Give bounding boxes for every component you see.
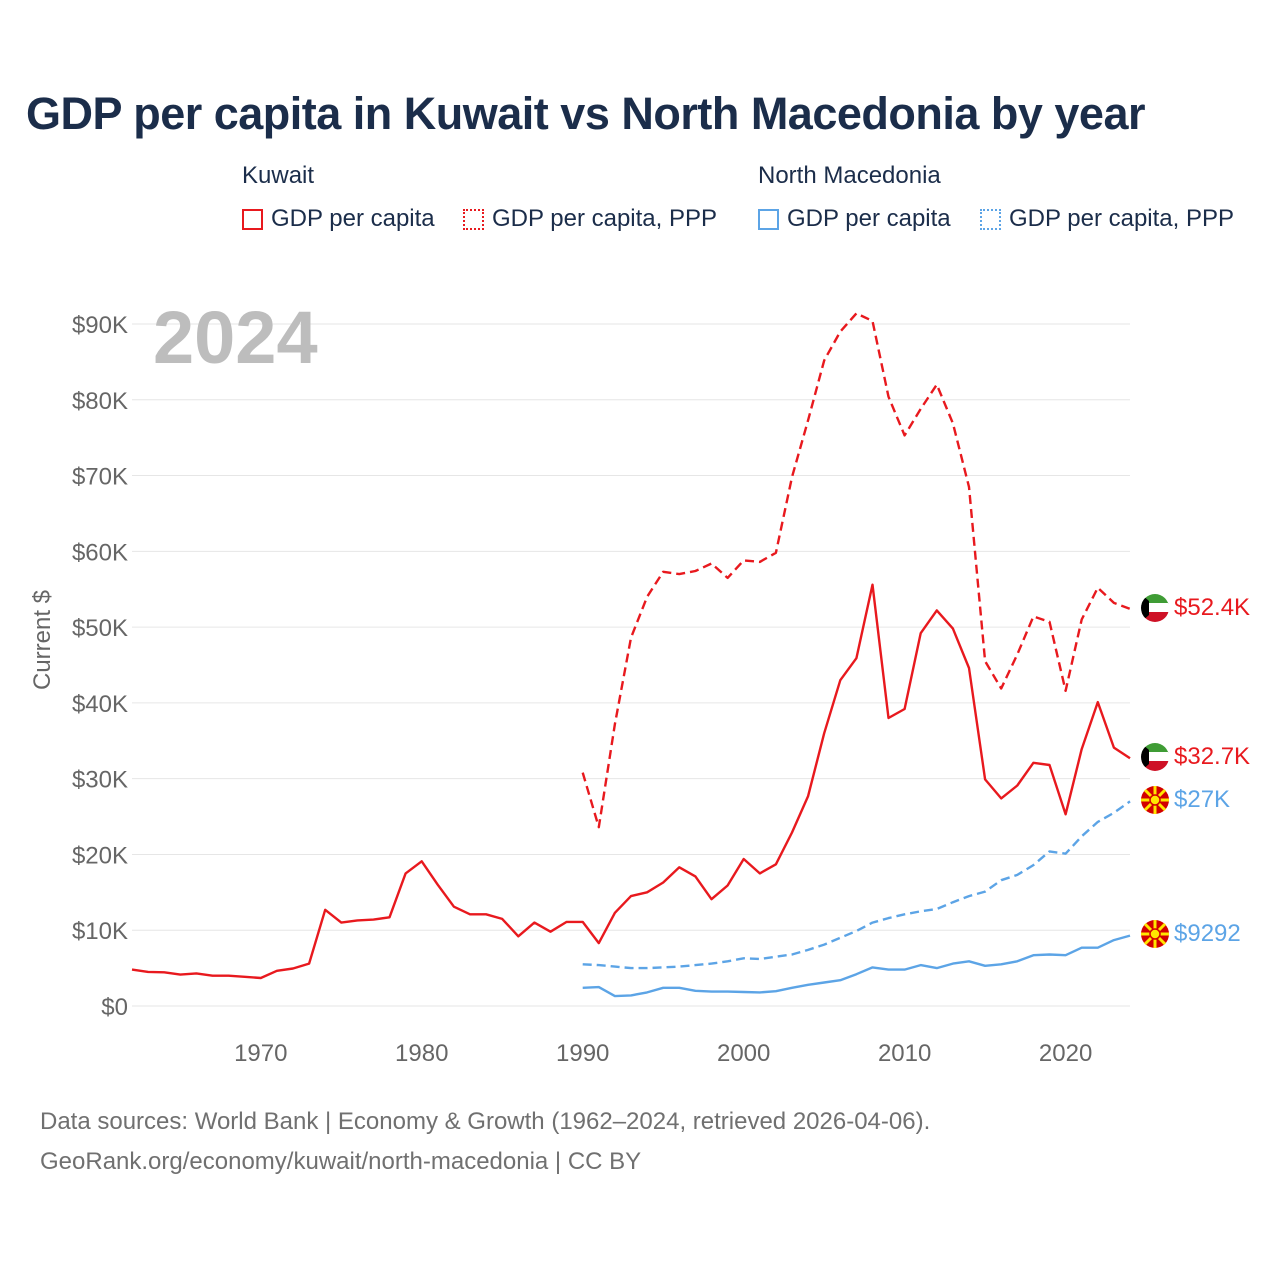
- series-line-kuwait-dashed: [581, 312, 1131, 829]
- y-tick-label: $50K: [72, 615, 128, 642]
- end-value-label: $27K: [1174, 786, 1230, 813]
- north-macedonia-flag-icon: [1141, 920, 1169, 948]
- end-value-label: $9292: [1174, 920, 1241, 947]
- kuwait-flag-icon: [1141, 594, 1169, 622]
- legend-macedonia-title: North Macedonia: [758, 162, 941, 189]
- x-tick-label: 2020: [1039, 1040, 1092, 1067]
- y-tick-label: $0: [101, 994, 128, 1021]
- footer-sources: Data sources: World Bank | Economy & Gro…: [40, 1108, 931, 1135]
- end-value-label: $52.4K: [1174, 594, 1250, 621]
- y-axis-label: Current $: [29, 590, 56, 690]
- y-tick-label: $90K: [72, 312, 128, 339]
- year-watermark: 2024: [153, 296, 318, 379]
- legend-swatch-solid-red: [242, 208, 263, 230]
- legend-swatch-solid-blue: [758, 208, 779, 230]
- x-tick-label: 1980: [395, 1040, 448, 1067]
- y-tick-label: $10K: [72, 918, 128, 945]
- y-tick-label: $40K: [72, 691, 128, 718]
- legend-kuwait-ppp[interactable]: GDP per capita, PPP: [463, 205, 717, 233]
- series-line-macedonia-dashed: [582, 800, 1131, 970]
- legend-kuwait-ppp-label: GDP per capita, PPP: [492, 205, 717, 232]
- legend-kuwait-gdp-label: GDP per capita: [271, 205, 435, 232]
- y-tick-label: $30K: [72, 767, 128, 794]
- y-tick-label: $20K: [72, 842, 128, 869]
- legend-swatch-dotted-blue: [980, 208, 1001, 230]
- x-tick-label: 1970: [234, 1040, 287, 1067]
- series-line-macedonia-solid: [582, 934, 1131, 998]
- legend-macedonia-gdp-label: GDP per capita: [787, 205, 951, 232]
- legend-macedonia-ppp[interactable]: GDP per capita, PPP: [980, 205, 1234, 233]
- x-tick-label: 1990: [556, 1040, 609, 1067]
- legend-kuwait-gdp[interactable]: GDP per capita: [242, 205, 435, 233]
- legend-swatch-dotted-red: [463, 208, 484, 230]
- north-macedonia-flag-icon: [1141, 786, 1169, 814]
- chart-title: GDP per capita in Kuwait vs North Macedo…: [26, 88, 1146, 139]
- series-line-kuwait-solid: [131, 583, 1131, 980]
- footer-attribution: GeoRank.org/economy/kuwait/north-macedon…: [40, 1148, 642, 1175]
- y-tick-label: $60K: [72, 539, 128, 566]
- legend-macedonia-gdp[interactable]: GDP per capita: [758, 205, 951, 233]
- legend-macedonia-ppp-label: GDP per capita, PPP: [1009, 205, 1234, 232]
- x-tick-label: 2010: [878, 1040, 931, 1067]
- x-tick-label: 2000: [717, 1040, 770, 1067]
- kuwait-flag-icon: [1141, 743, 1169, 771]
- end-value-label: $32.7K: [1174, 743, 1250, 770]
- y-tick-label: $70K: [72, 464, 128, 491]
- legend-kuwait-title: Kuwait: [242, 162, 315, 189]
- y-tick-label: $80K: [72, 388, 128, 415]
